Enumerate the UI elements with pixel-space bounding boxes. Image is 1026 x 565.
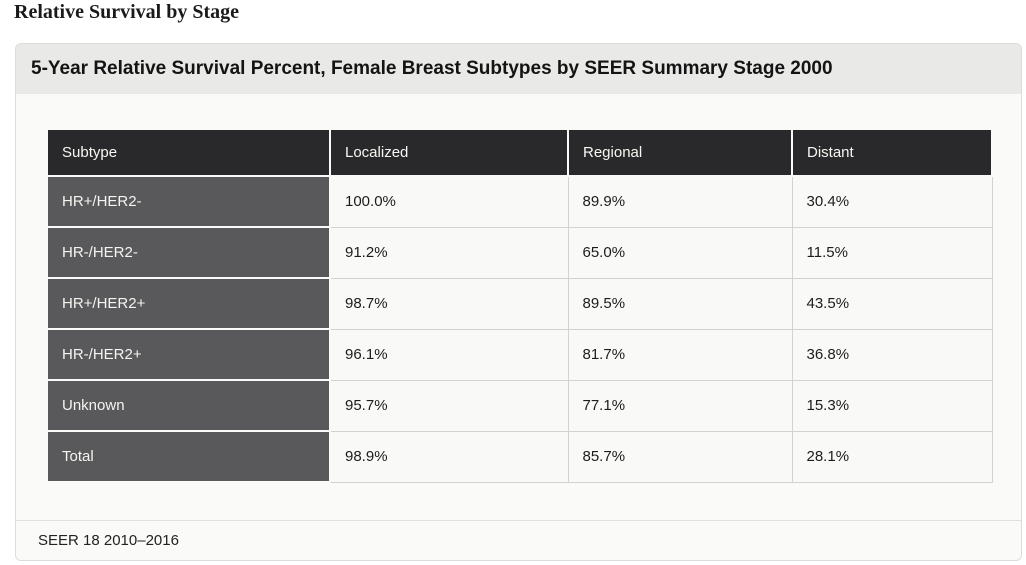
value-cell: 91.2%: [329, 226, 569, 279]
row-header-subtype: HR-/HER2+: [46, 328, 331, 381]
value-cell: 89.9%: [567, 175, 793, 228]
row-header-subtype: HR+/HER2-: [46, 175, 331, 228]
column-header-distant: Distant: [791, 128, 993, 177]
table-row: HR-/HER2+ 96.1% 81.7% 36.8%: [46, 328, 993, 381]
row-header-subtype: Total: [46, 430, 331, 483]
row-header-subtype: HR+/HER2+: [46, 277, 331, 330]
row-header-subtype: Unknown: [46, 379, 331, 432]
panel-title: 5-Year Relative Survival Percent, Female…: [31, 58, 833, 79]
value-cell: 96.1%: [329, 328, 569, 381]
survival-panel: 5-Year Relative Survival Percent, Female…: [15, 43, 1022, 561]
value-cell: 77.1%: [567, 379, 793, 432]
column-header-subtype: Subtype: [46, 128, 331, 177]
table-row: Unknown 95.7% 77.1% 15.3%: [46, 379, 993, 432]
table-row: Total 98.9% 85.7% 28.1%: [46, 430, 993, 483]
data-source-label: SEER 18 2010–2016: [38, 532, 179, 549]
panel-footer: SEER 18 2010–2016: [16, 520, 1021, 560]
value-cell: 81.7%: [567, 328, 793, 381]
value-cell: 43.5%: [791, 277, 993, 330]
column-header-localized: Localized: [329, 128, 569, 177]
page-title: Relative Survival by Stage: [14, 1, 239, 23]
panel-header: 5-Year Relative Survival Percent, Female…: [16, 44, 1021, 94]
value-cell: 11.5%: [791, 226, 993, 279]
value-cell: 85.7%: [567, 430, 793, 483]
value-cell: 100.0%: [329, 175, 569, 228]
survival-table: Subtype Localized Regional Distant HR+/H…: [46, 128, 993, 483]
table-row: HR+/HER2- 100.0% 89.9% 30.4%: [46, 175, 993, 228]
value-cell: 95.7%: [329, 379, 569, 432]
row-header-subtype: HR-/HER2-: [46, 226, 331, 279]
column-header-regional: Regional: [567, 128, 793, 177]
value-cell: 15.3%: [791, 379, 993, 432]
value-cell: 36.8%: [791, 328, 993, 381]
value-cell: 98.9%: [329, 430, 569, 483]
value-cell: 30.4%: [791, 175, 993, 228]
value-cell: 98.7%: [329, 277, 569, 330]
table-header-row: Subtype Localized Regional Distant: [46, 128, 993, 177]
table-body: HR+/HER2- 100.0% 89.9% 30.4% HR-/HER2- 91.2% 6…: [46, 175, 993, 483]
table-row: HR-/HER2- 91.2% 65.0% 11.5%: [46, 226, 993, 279]
table-row: HR+/HER2+ 98.7% 89.5% 43.5%: [46, 277, 993, 330]
panel-body: Subtype Localized Regional Distant HR+/H…: [16, 94, 1021, 483]
value-cell: 89.5%: [567, 277, 793, 330]
value-cell: 28.1%: [791, 430, 993, 483]
value-cell: 65.0%: [567, 226, 793, 279]
